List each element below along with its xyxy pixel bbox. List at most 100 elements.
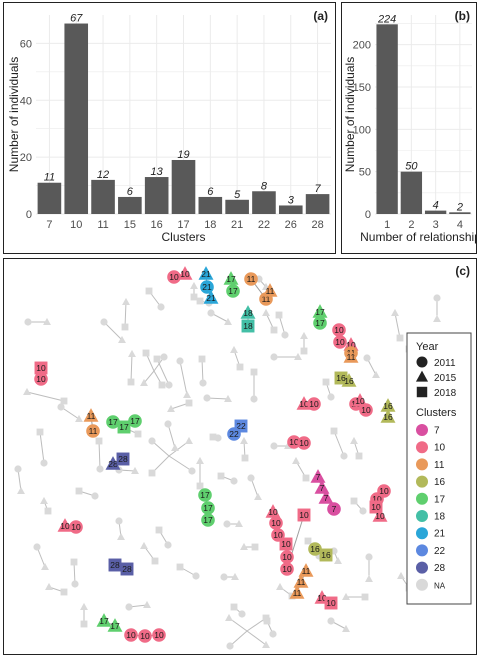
node-cluster-label: 11 <box>293 588 302 598</box>
y-tick-label: 0 <box>365 209 371 221</box>
node-cluster-label: 10 <box>326 598 336 608</box>
node-triangle <box>312 304 328 318</box>
node-circle <box>160 353 168 361</box>
node-circle <box>365 553 373 561</box>
x-tick-label: 11 <box>97 219 108 231</box>
node-square <box>34 361 48 375</box>
node-cluster-label: 11 <box>247 274 256 284</box>
x-tick-label: 7 <box>46 219 52 231</box>
node-cluster-label: 10 <box>299 438 309 448</box>
bar-value-label: 6 <box>127 186 134 198</box>
node-square <box>75 487 83 495</box>
node-cluster-label: 21 <box>206 293 216 303</box>
y-tick-label: 150 <box>353 82 371 94</box>
node-cluster-label: 10 <box>289 437 299 447</box>
legend-year-label: 2011 <box>434 358 456 369</box>
node-circle <box>71 580 79 588</box>
node-cluster-label: 17 <box>203 503 213 513</box>
network-edge <box>143 370 155 384</box>
legend-cluster-swatch <box>416 510 428 522</box>
network-edge <box>151 440 170 457</box>
node-triangle <box>105 456 121 470</box>
node-square <box>416 386 428 398</box>
node-circle <box>226 642 234 650</box>
node-square <box>302 474 310 482</box>
panel-c: 1010212121171711111118181717101010111116… <box>3 258 477 655</box>
node-square <box>330 427 338 435</box>
node-cluster-label: 10 <box>281 539 291 549</box>
network-edge <box>103 321 123 341</box>
node-triangle <box>140 378 148 387</box>
node-square <box>117 420 131 434</box>
node-cluster-label: 10 <box>268 507 278 517</box>
x-axis-label: Number of relationships <box>360 230 476 244</box>
node-circle <box>125 603 133 611</box>
bar <box>424 210 447 214</box>
node-square <box>241 319 255 333</box>
node-circle <box>124 628 138 642</box>
node-circle <box>281 331 289 339</box>
x-tick-label: 21 <box>231 219 243 231</box>
node-triangle <box>183 390 191 399</box>
node-cluster-label: 10 <box>361 405 371 415</box>
node-cluster-label: 10 <box>309 399 319 409</box>
node-cluster-label: 10 <box>169 272 179 282</box>
panel-tag: (b) <box>455 9 470 23</box>
node-cluster-label: 16 <box>383 401 393 411</box>
x-tick-label: 22 <box>258 219 270 231</box>
node-cluster-label: 10 <box>36 374 46 384</box>
node-square <box>142 349 150 357</box>
node-cluster-label: 16 <box>321 550 331 560</box>
node-cluster-label: 10 <box>36 363 46 373</box>
node-triangle <box>350 436 358 445</box>
node-circle <box>238 610 246 618</box>
node-circle <box>192 572 200 580</box>
node-triangle <box>57 518 73 532</box>
node-square <box>196 482 204 490</box>
panel-b: 0 50 100 150 200 224 1 50 2 4 3 2 4 Number of relatio… <box>341 2 477 254</box>
node-square <box>108 558 122 572</box>
node-triangle <box>240 305 256 319</box>
legend-cluster-title: Clusters <box>416 407 457 419</box>
legend-cluster-swatch <box>416 475 428 488</box>
node-cluster-label: 22 <box>229 429 239 439</box>
node-cluster-label: 10 <box>60 521 70 531</box>
node-cluster-label: 17 <box>99 616 109 626</box>
node-triangle <box>372 370 380 379</box>
node-circle <box>230 477 238 485</box>
bar <box>400 171 423 214</box>
node-square <box>361 593 369 601</box>
node-square <box>198 355 206 363</box>
node-triangle <box>342 592 350 601</box>
legend-cluster-label: NA <box>434 581 446 590</box>
node-square <box>134 430 142 438</box>
node-cluster-label: 28 <box>118 454 128 464</box>
bar <box>118 196 142 214</box>
y-axis-label: Number of individuals <box>7 57 21 172</box>
node-triangle <box>40 496 48 505</box>
legend-cluster-label: 22 <box>434 546 446 557</box>
network-edge <box>156 358 170 386</box>
node-cluster-label: 28 <box>108 459 118 469</box>
node-circle <box>188 467 196 475</box>
node-cluster-label: 16 <box>336 373 346 383</box>
node-circle <box>167 270 181 284</box>
bar <box>225 199 249 214</box>
node-square <box>300 347 308 355</box>
node-triangle <box>225 613 233 622</box>
node-triangle <box>23 387 31 396</box>
node-circle <box>164 420 172 428</box>
node-square <box>322 378 330 386</box>
node-triangle <box>292 456 300 465</box>
node-triangle <box>294 352 302 361</box>
node-circle <box>40 459 48 467</box>
node-square <box>70 558 78 566</box>
node-circle <box>128 414 142 428</box>
node-triangle <box>143 600 151 609</box>
node-triangle <box>75 414 83 423</box>
network-edge <box>201 358 204 384</box>
network-c: 1010212121171711111118181717101010111116… <box>14 264 472 650</box>
node-cluster-label: 10 <box>346 340 356 350</box>
node-cluster-label: 10 <box>282 552 292 562</box>
node-circle <box>416 356 428 368</box>
